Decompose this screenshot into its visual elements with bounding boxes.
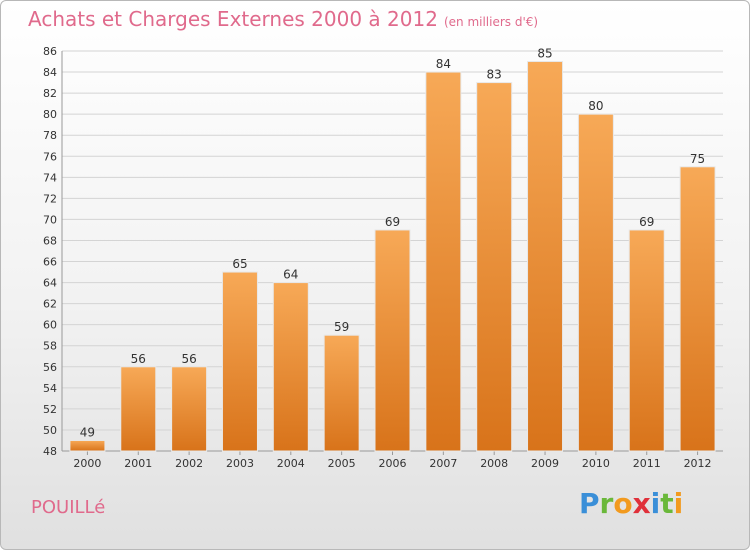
bar: [374, 229, 411, 452]
bar-value-label: 59: [334, 320, 349, 334]
y-tick-label: 50: [43, 424, 57, 437]
x-tick-label: 2003: [226, 457, 254, 470]
y-tick-label: 78: [43, 129, 57, 142]
bar-value-label: 69: [639, 215, 654, 229]
bar-value-label: 75: [690, 152, 705, 166]
bar-value-label: 69: [385, 215, 400, 229]
x-tick-label: 2000: [73, 457, 101, 470]
y-tick-label: 74: [43, 171, 57, 184]
bar: [171, 366, 208, 452]
logo-letter: i: [650, 487, 661, 520]
y-tick-label: 82: [43, 87, 57, 100]
title-text: Achats et Charges Externes 2000 à 2012: [28, 7, 438, 31]
bar-value-label: 65: [232, 257, 247, 271]
y-tick-label: 66: [43, 256, 57, 269]
bar-value-label: 83: [487, 68, 502, 82]
chart-title: Achats et Charges Externes 2000 à 2012 (e…: [28, 7, 538, 31]
x-tick-label: 2004: [277, 457, 305, 470]
bar: [221, 271, 258, 452]
proxiti-logo: Proxiti: [579, 487, 683, 520]
bar: [628, 229, 665, 452]
y-tick-label: 52: [43, 403, 57, 416]
x-tick-label: 2005: [328, 457, 356, 470]
y-tick-label: 68: [43, 234, 57, 247]
x-tick-label: 2007: [429, 457, 457, 470]
y-tick-label: 64: [43, 277, 57, 290]
bar-value-label: 85: [537, 47, 552, 61]
x-tick-label: 2011: [633, 457, 661, 470]
logo-letter: i: [673, 487, 684, 520]
logo-letter: P: [579, 487, 600, 520]
y-tick-label: 86: [43, 45, 57, 58]
y-tick-label: 72: [43, 192, 57, 205]
logo-letter: t: [660, 487, 674, 520]
y-tick-label: 56: [43, 361, 57, 374]
y-tick-label: 48: [43, 445, 57, 458]
x-tick-label: 2001: [124, 457, 152, 470]
bar: [120, 366, 157, 452]
y-tick-label: 60: [43, 319, 57, 332]
bar: [577, 113, 614, 452]
x-tick-label: 2002: [175, 457, 203, 470]
bar-value-label: 56: [181, 352, 196, 366]
x-tick-label: 2006: [379, 457, 407, 470]
x-tick-label: 2010: [582, 457, 610, 470]
x-tick-label: 2012: [684, 457, 712, 470]
x-tick-label: 2009: [531, 457, 559, 470]
y-tick-label: 84: [43, 66, 57, 79]
y-tick-label: 80: [43, 108, 57, 121]
bar: [476, 82, 513, 452]
y-tick-label: 76: [43, 150, 57, 163]
bar: [679, 166, 716, 452]
logo-letter: x: [632, 487, 651, 520]
logo-letter: o: [613, 487, 633, 520]
bar: [323, 334, 360, 452]
logo-letter: r: [599, 487, 614, 520]
bar: [527, 61, 564, 452]
bar-chart: 48 50 52 54 56 58 60 62 64 66 68 70 72 74 76 78 80 82 84 86…: [43, 45, 723, 470]
bar-value-label: 56: [131, 352, 146, 366]
y-tick-label: 58: [43, 340, 57, 353]
bar: [425, 71, 462, 452]
bar-value-label: 84: [436, 57, 451, 71]
bar: [272, 282, 309, 452]
bar-value-label: 80: [588, 99, 603, 113]
y-tick-label: 70: [43, 213, 57, 226]
bar-value-label: 64: [283, 268, 298, 282]
x-tick-label: 2008: [480, 457, 508, 470]
bar: [69, 439, 106, 452]
y-tick-label: 54: [43, 382, 57, 395]
y-tick-label: 62: [43, 298, 57, 311]
commune-name: POUILLé: [31, 497, 106, 518]
bar-value-label: 49: [80, 425, 95, 439]
chart-subtitle: (en milliers d'€): [443, 15, 539, 29]
